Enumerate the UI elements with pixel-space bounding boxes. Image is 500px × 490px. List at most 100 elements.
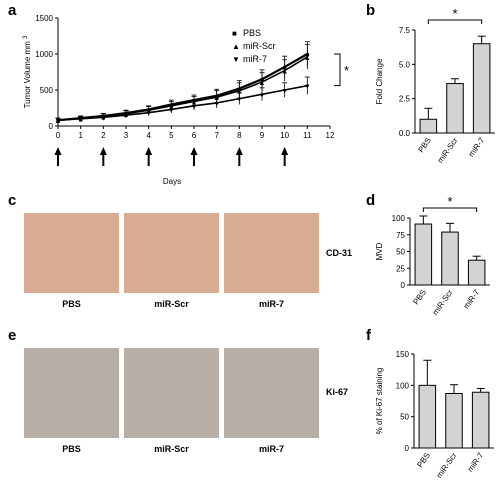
cd31-label-mir-7: miR-7 (258, 299, 284, 309)
x-axis-label: Days (163, 177, 181, 186)
panel-letter-e: e (8, 327, 17, 344)
injection-arrow-head (190, 147, 198, 155)
legend-label: miR-Scr (243, 41, 276, 51)
significance-star: * (344, 63, 349, 78)
data-point: ▼ (168, 107, 175, 114)
x-tick-label: PBS (416, 136, 433, 154)
data-point: ▼ (236, 97, 243, 104)
ki67-label-mir-7: miR-7 (258, 444, 284, 454)
y-tick-label: 7.5 (399, 26, 411, 35)
cd31-image-mir-scr (124, 213, 219, 293)
ki67-image-mir-7 (224, 348, 319, 438)
injection-arrow-head (54, 147, 62, 155)
data-point: ▲ (236, 89, 243, 96)
y-tick-label: 100 (392, 214, 406, 223)
cd31-image-pbs (24, 213, 119, 293)
significance-bracket (334, 53, 341, 87)
x-tick-label: miR-Scr (436, 136, 460, 165)
x-tick-label: miR-7 (467, 136, 487, 159)
y-axis-label: MVD (375, 242, 384, 260)
y-tick-label: 50 (400, 413, 409, 422)
cd31-image-mir-7 (224, 213, 319, 293)
y-tick-label: 25 (396, 264, 405, 273)
data-point: ▼ (55, 118, 62, 125)
injection-arrow-head (281, 147, 289, 155)
x-tick-label: 10 (280, 131, 289, 140)
y-tick-label: 150 (396, 350, 410, 359)
mvd-bar-chart: 0 25 50 75 100 MVD PBS miR-Scr miR-7 * (375, 194, 490, 317)
bar-pbs (414, 223, 433, 286)
y-tick-label: 100 (396, 381, 410, 390)
panel-letter-f: f (366, 327, 371, 344)
series-line-0 (57, 53, 308, 122)
data-point: ▼ (281, 88, 288, 95)
y-tick-label: 75 (396, 231, 405, 240)
data-point: ▼ (259, 92, 266, 99)
data-point: ▼ (100, 115, 107, 122)
panel-letter-c: c (8, 192, 17, 209)
bar-mir-scr (445, 392, 463, 449)
injection-arrow-head (145, 147, 153, 155)
x-tick-label: 7 (214, 131, 219, 140)
x-tick-label: 3 (124, 131, 129, 140)
legend-label: PBS (243, 28, 261, 38)
x-tick-label: miR-Scr (435, 451, 459, 480)
ki67-label-pbs: PBS (62, 444, 81, 454)
bar-mir-7 (472, 43, 491, 134)
cd31-label-pbs: PBS (62, 299, 81, 309)
x-tick-label: 5 (169, 131, 174, 140)
y-axis-label: % of Ki-67 staining (375, 368, 384, 435)
y-tick-label: 1500 (35, 14, 53, 23)
significance-bracket (422, 207, 478, 212)
data-point: ▼ (77, 117, 84, 124)
data-point: ▲ (259, 80, 266, 87)
panel-letter-a: a (8, 2, 17, 19)
bar-mir-scr (441, 231, 459, 286)
legend-marker: ▲ (232, 42, 240, 51)
x-tick-label: PBS (411, 288, 428, 306)
x-tick-label: 6 (192, 131, 197, 140)
x-tick-label: miR-7 (466, 451, 486, 474)
series-line-2 (57, 84, 308, 122)
legend-marker: ▼ (232, 55, 240, 64)
x-tick-label: PBS (415, 451, 432, 469)
x-tick-label: 2 (101, 131, 106, 140)
significance-bracket (427, 19, 483, 24)
y-tick-label: 5.0 (399, 60, 411, 69)
data-point: ▼ (304, 84, 311, 91)
fold-change-bar-chart: 0.0 2.5 5.0 7.5 Fold Change PBS miR-Scr miR-7 * (375, 6, 495, 165)
y-tick-label: 1000 (35, 50, 53, 59)
data-point: ▼ (213, 101, 220, 108)
y-tick-label: 0 (401, 281, 406, 290)
x-tick-label: 8 (237, 131, 242, 140)
data-point: ▼ (191, 104, 198, 111)
legend-label: miR-7 (243, 54, 267, 64)
ki67-marker-label: Ki-67 (326, 387, 349, 397)
x-tick-label: miR-7 (462, 288, 482, 311)
x-tick-label: 11 (303, 131, 312, 140)
data-point: ▼ (145, 111, 152, 118)
injection-arrow-head (235, 147, 243, 155)
data-point: ▼ (123, 113, 130, 120)
bar-pbs (419, 118, 438, 134)
y-tick-label: 50 (396, 248, 405, 257)
bar-mir-scr (446, 83, 464, 134)
panel-letter-d: d (366, 192, 376, 209)
x-tick-label: 0 (56, 131, 61, 140)
y-tick-label: 0 (405, 444, 410, 453)
y-axis-label: Tumor Volume mm 3 (23, 35, 32, 109)
significance-star: * (452, 6, 457, 21)
x-tick-label: 1 (78, 131, 83, 140)
panel-letter-b: b (366, 2, 376, 19)
legend-marker: ■ (232, 29, 237, 38)
ki67-bar-chart: 0 50 100 150 % of Ki-67 staining PBS miR-Scr mi… (375, 350, 494, 480)
x-tick-label: 4 (146, 131, 151, 140)
y-tick-label: 0.0 (399, 129, 411, 138)
x-tick-label: miR-Scr (431, 288, 455, 317)
ki67-image-pbs (24, 348, 119, 438)
data-point: ▲ (281, 69, 288, 76)
data-point: ▲ (304, 55, 311, 62)
ki67-image-mir-scr (124, 348, 219, 438)
ki67-label-mir-scr: miR-Scr (154, 444, 189, 454)
